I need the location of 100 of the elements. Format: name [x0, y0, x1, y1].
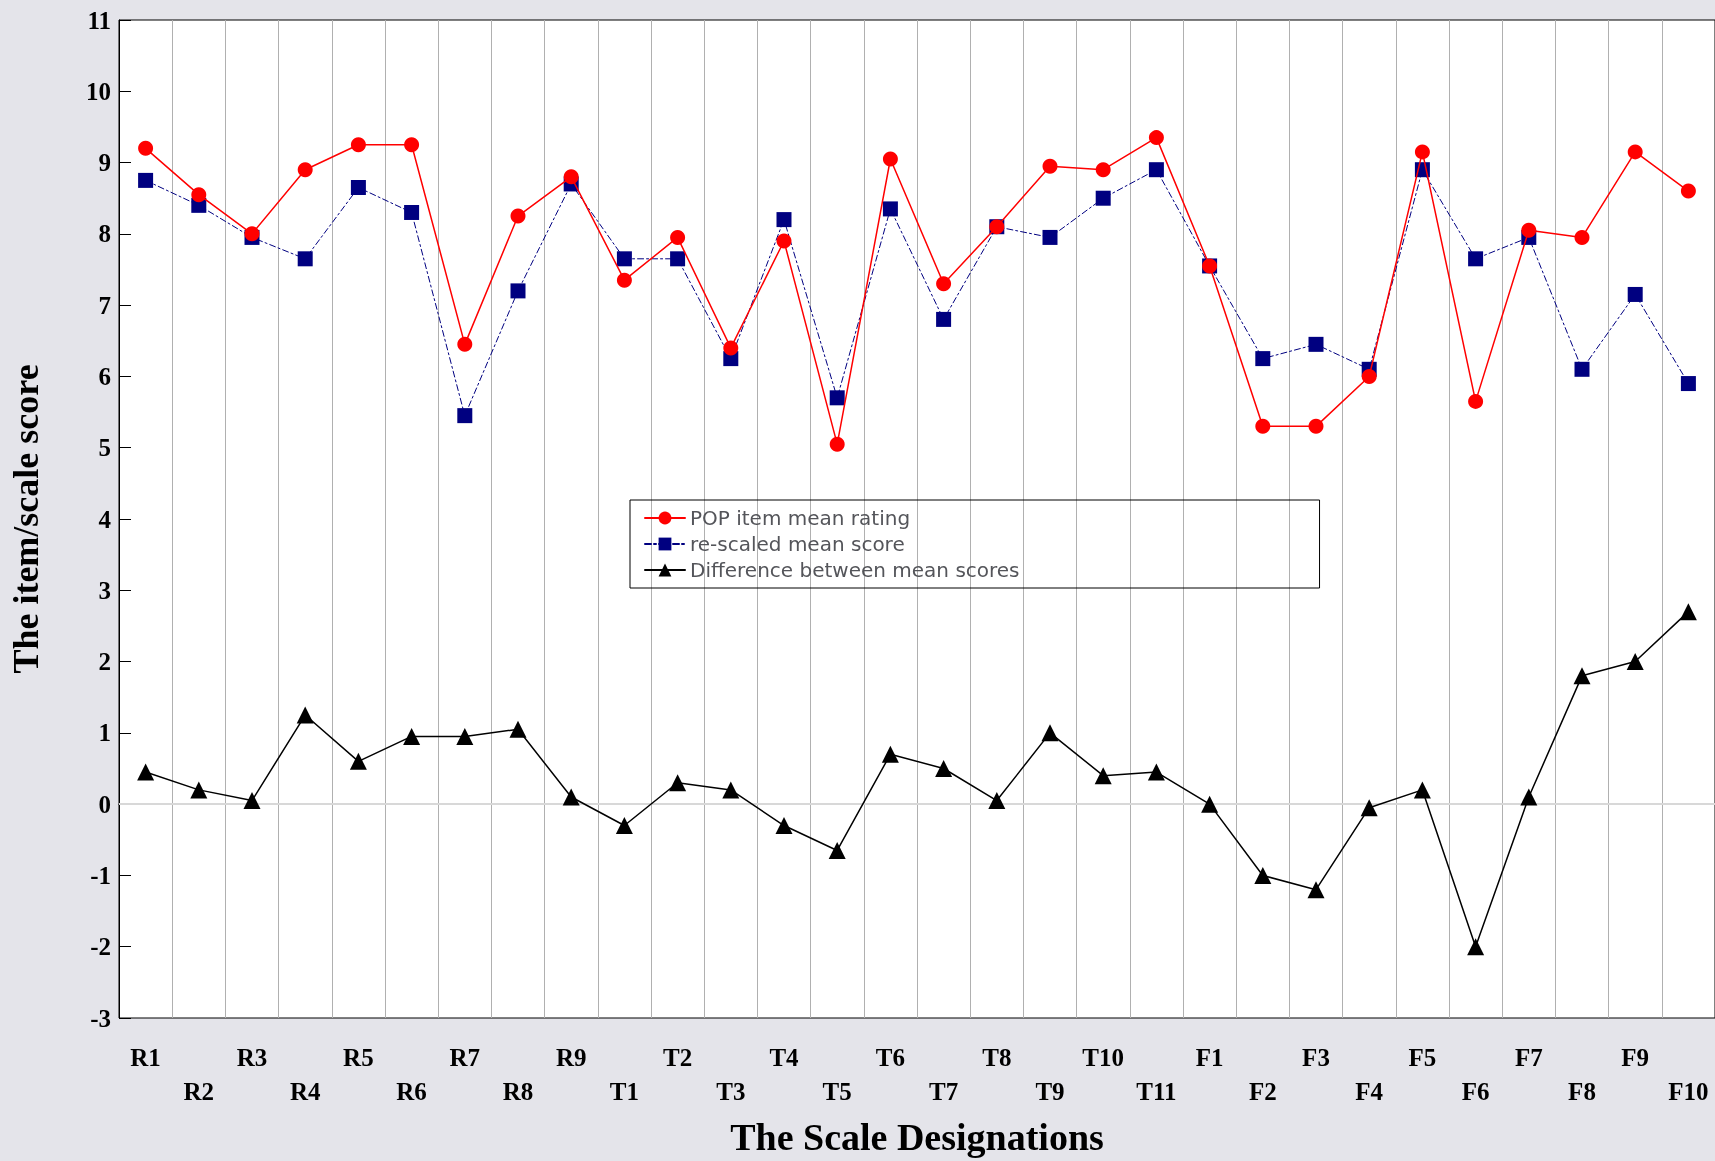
point	[457, 408, 473, 424]
point	[1573, 667, 1591, 685]
x-tick-label: F1	[1195, 1043, 1224, 1071]
point	[723, 340, 739, 356]
point	[1468, 251, 1484, 267]
x-tick-label: T11	[1136, 1077, 1177, 1105]
point	[1413, 781, 1431, 799]
point	[1201, 795, 1219, 813]
point	[1468, 393, 1484, 409]
point	[456, 727, 474, 745]
point	[138, 172, 154, 188]
point	[1361, 368, 1377, 384]
y-tick-label: -1	[90, 861, 111, 889]
point	[562, 788, 580, 806]
point	[936, 311, 952, 327]
x-tick-label: T7	[929, 1077, 959, 1105]
y-tick-label: 0	[98, 790, 111, 818]
x-tick-label: F9	[1621, 1043, 1650, 1071]
point	[138, 140, 154, 156]
point	[1148, 162, 1164, 178]
point	[191, 187, 207, 203]
x-tick-label: F5	[1408, 1043, 1437, 1071]
point	[670, 251, 686, 267]
y-tick-label: 7	[98, 291, 111, 319]
point	[296, 706, 314, 724]
y-axis-title: The item/scale score	[6, 364, 46, 674]
y-tick-label: 10	[86, 77, 111, 105]
point	[1360, 799, 1378, 817]
x-tick-label: F3	[1302, 1043, 1330, 1071]
point	[1626, 653, 1644, 671]
point	[1574, 361, 1590, 377]
point	[829, 390, 845, 406]
x-tick-label: R3	[236, 1043, 268, 1071]
x-tick-label: R2	[183, 1077, 215, 1105]
point	[1094, 767, 1112, 785]
point	[1521, 222, 1537, 238]
x-tick-label: F10	[1668, 1077, 1709, 1105]
point	[616, 272, 632, 288]
point	[988, 792, 1006, 810]
point	[1041, 724, 1059, 742]
point	[1095, 190, 1111, 206]
point	[1574, 229, 1590, 245]
point	[1308, 336, 1324, 352]
x-tick-label: R5	[343, 1043, 374, 1071]
x-tick-label: R9	[555, 1043, 587, 1071]
point	[1679, 603, 1697, 621]
x-tick-label: R4	[289, 1077, 321, 1105]
point	[349, 752, 367, 770]
point	[457, 336, 473, 352]
point	[615, 817, 633, 835]
legend-label: POP item mean rating	[690, 506, 911, 530]
y-tick-label: 6	[98, 362, 111, 390]
x-tick-label: F6	[1461, 1077, 1490, 1105]
y-tick-label: 8	[98, 220, 111, 248]
x-tick-label: T5	[822, 1077, 852, 1105]
y-tick-label: 11	[87, 6, 111, 34]
point	[1254, 866, 1272, 884]
point	[1148, 130, 1164, 146]
point	[1520, 788, 1538, 806]
x-tick-label: R1	[130, 1043, 161, 1071]
x-tick-label: T8	[982, 1043, 1012, 1071]
y-tick-label: 1	[98, 719, 111, 747]
point	[936, 276, 952, 292]
point	[935, 760, 953, 777]
x-tick-label: T6	[875, 1043, 905, 1071]
x-tick-label: T9	[1035, 1077, 1065, 1105]
x-tick-label: T2	[663, 1043, 693, 1071]
y-tick-label: 4	[98, 505, 112, 533]
x-tick-label: T4	[769, 1043, 800, 1071]
point	[670, 229, 686, 245]
point	[510, 283, 526, 299]
point	[1308, 418, 1324, 434]
point	[1255, 351, 1271, 367]
x-tick-label: T1	[609, 1077, 639, 1105]
x-tick-label: T3	[716, 1077, 746, 1105]
point	[1627, 286, 1643, 302]
x-tick-label: R8	[502, 1077, 534, 1105]
point	[137, 763, 155, 781]
point	[350, 137, 366, 153]
point	[616, 251, 632, 267]
point	[1147, 763, 1165, 781]
y-tick-label: -3	[90, 1004, 111, 1032]
y-tick-label: 5	[98, 434, 111, 462]
point	[510, 208, 526, 224]
point	[509, 720, 527, 738]
point	[243, 792, 261, 810]
x-axis-title: The Scale Designations	[730, 1116, 1104, 1158]
point	[1095, 162, 1111, 178]
point	[882, 201, 898, 217]
point	[1680, 376, 1696, 392]
point	[1255, 418, 1271, 434]
point	[776, 233, 792, 249]
point	[1627, 144, 1643, 160]
point	[404, 137, 420, 153]
point	[297, 251, 313, 267]
legend-label: Difference between mean scores	[690, 558, 1020, 582]
point	[776, 212, 792, 228]
point	[1467, 938, 1485, 956]
point	[404, 204, 420, 220]
y-tick-label: 3	[98, 576, 111, 604]
